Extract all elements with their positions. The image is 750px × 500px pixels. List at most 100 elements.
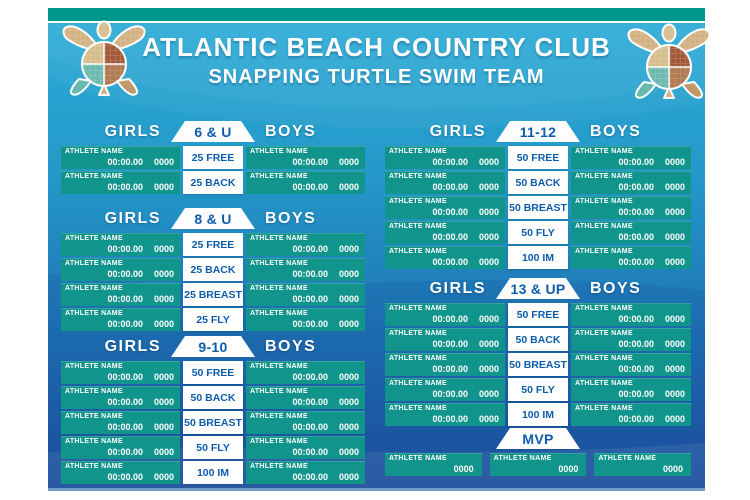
record-time: 00:00.00 bbox=[432, 157, 468, 167]
record-row: ATHLETE NAME 00:00.00 0000 25 FREE ATHLETE N… bbox=[61, 233, 365, 256]
record-year: 0000 bbox=[478, 339, 499, 349]
age-group-tab: 8 & U bbox=[171, 208, 255, 229]
boys-record-slot: ATHLETE NAME 00:00.00 0000 bbox=[571, 403, 691, 426]
record-year: 0000 bbox=[664, 157, 685, 167]
time-year: 00:00.00 0000 bbox=[292, 372, 359, 382]
record-time: 00:00.00 bbox=[292, 447, 328, 457]
age-group-tab: 11-12 bbox=[496, 121, 580, 142]
record-row: ATHLETE NAME 00:00.00 0000 50 BREAST ATHLETE… bbox=[385, 196, 691, 219]
record-row: ATHLETE NAME 00:00.00 0000 50 BACK ATHLETE N… bbox=[385, 171, 691, 194]
section-6-and-under: GIRLS 6 & U BOYS ATHLETE NAME 00:00.00 0000 25… bbox=[61, 121, 365, 194]
record-time: 00:00.00 bbox=[292, 319, 328, 329]
record-rows: ATHLETE NAME 00:00.00 0000 50 FREE ATHLETE N… bbox=[385, 146, 691, 269]
record-time: 00:00.00 bbox=[618, 339, 654, 349]
record-row: ATHLETE NAME 00:00.00 0000 25 FREE ATHLETE N… bbox=[61, 146, 365, 169]
boys-record-slot: ATHLETE NAME 00:00.00 0000 bbox=[571, 221, 691, 244]
athlete-name-label: ATHLETE NAME bbox=[250, 363, 308, 370]
boys-record-slot: ATHLETE NAME 00:00.00 0000 bbox=[246, 361, 365, 384]
athlete-name-label: ATHLETE NAME bbox=[65, 413, 123, 420]
event-label: 50 BREAST bbox=[183, 411, 243, 434]
record-time: 00:00.00 bbox=[107, 182, 143, 192]
time-year: 00:00.00 0000 bbox=[432, 389, 499, 399]
girls-record-slot: ATHLETE NAME 00:00.00 0000 bbox=[385, 328, 505, 351]
athlete-name-label: ATHLETE NAME bbox=[65, 363, 123, 370]
athlete-name-label: ATHLETE NAME bbox=[575, 380, 633, 387]
girls-record-slot: ATHLETE NAME 00:00.00 0000 bbox=[385, 171, 505, 194]
time-year: 00:00.00 0000 bbox=[107, 269, 174, 279]
record-time: 00:00.00 bbox=[618, 389, 654, 399]
athlete-name-label: ATHLETE NAME bbox=[575, 148, 633, 155]
event-label: 50 BREAST bbox=[508, 353, 568, 376]
girls-label: GIRLS bbox=[104, 210, 161, 227]
boys-record-slot: ATHLETE NAME 00:00.00 0000 bbox=[571, 378, 691, 401]
girls-record-slot: ATHLETE NAME 00:00.00 0000 bbox=[385, 303, 505, 326]
boys-record-slot: ATHLETE NAME 00:00.00 0000 bbox=[571, 171, 691, 194]
age-group-label: 8 & U bbox=[194, 210, 232, 227]
record-time: 00:00.00 bbox=[432, 257, 468, 267]
time-year: 00:00.00 0000 bbox=[107, 372, 174, 382]
athlete-name-label: ATHLETE NAME bbox=[65, 148, 123, 155]
athlete-name-label: ATHLETE NAME bbox=[389, 198, 447, 205]
record-row: ATHLETE NAME 00:00.00 0000 100 IM ATHLETE NA… bbox=[385, 246, 691, 269]
record-time: 00:00.00 bbox=[618, 157, 654, 167]
record-time: 00:00.00 bbox=[432, 364, 468, 374]
time-year: 00:00.00 0000 bbox=[292, 269, 359, 279]
record-year: 0000 bbox=[478, 314, 499, 324]
girls-record-slot: ATHLETE NAME 00:00.00 0000 bbox=[385, 246, 505, 269]
athlete-name-label: ATHLETE NAME bbox=[575, 355, 633, 362]
record-year: 0000 bbox=[664, 182, 685, 192]
record-time: 00:00.00 bbox=[432, 232, 468, 242]
athlete-name-label: ATHLETE NAME bbox=[250, 173, 308, 180]
event-label: 50 FREE bbox=[183, 361, 243, 384]
record-year: 0000 bbox=[478, 257, 499, 267]
girls-label: GIRLS bbox=[429, 280, 486, 297]
record-year: 0000 bbox=[153, 319, 174, 329]
athlete-name-label: ATHLETE NAME bbox=[65, 463, 123, 470]
record-row: ATHLETE NAME 00:00.00 0000 50 FREE ATHLETE N… bbox=[385, 303, 691, 326]
record-year: 0000 bbox=[338, 422, 359, 432]
record-year: 0000 bbox=[338, 157, 359, 167]
time-year: 00:00.00 0000 bbox=[618, 414, 685, 424]
record-row: ATHLETE NAME 00:00.00 0000 25 BREAST ATHLETE… bbox=[61, 283, 365, 306]
record-time: 00:00.00 bbox=[292, 397, 328, 407]
record-year: 0000 bbox=[478, 157, 499, 167]
record-time: 00:00.00 bbox=[107, 269, 143, 279]
athlete-name-label: ATHLETE NAME bbox=[575, 305, 633, 312]
record-time: 00:00.00 bbox=[618, 364, 654, 374]
record-year: 0000 bbox=[664, 414, 685, 424]
record-time: 00:00.00 bbox=[432, 182, 468, 192]
record-time: 00:00.00 bbox=[107, 319, 143, 329]
record-time: 00:00.00 bbox=[292, 472, 328, 482]
record-time: 00:00.00 bbox=[432, 389, 468, 399]
girls-label: GIRLS bbox=[104, 338, 161, 355]
record-rows: ATHLETE NAME 00:00.00 0000 25 FREE ATHLETE N… bbox=[61, 233, 365, 331]
boys-record-slot: ATHLETE NAME 00:00.00 0000 bbox=[246, 171, 365, 194]
athlete-name-label: ATHLETE NAME bbox=[389, 380, 447, 387]
time-year: 00:00.00 0000 bbox=[432, 314, 499, 324]
record-year: 0000 bbox=[153, 397, 174, 407]
record-board: ATLANTIC BEACH COUNTRY CLUB SNAPPING TUR… bbox=[48, 8, 711, 493]
record-time: 00:00.00 bbox=[292, 294, 328, 304]
time-year: 00:00.00 0000 bbox=[432, 339, 499, 349]
record-time: 00:00.00 bbox=[107, 397, 143, 407]
record-rows: ATHLETE NAME 00:00.00 0000 25 FREE ATHLETE N… bbox=[61, 146, 365, 194]
time-year: 00:00.00 0000 bbox=[618, 339, 685, 349]
section-mvp: MVP ATHLETE NAME 0000 ATHLETE NAME 0000 … bbox=[385, 428, 692, 476]
record-year: 0000 bbox=[664, 389, 685, 399]
time-year: 00:00.00 0000 bbox=[618, 314, 685, 324]
record-year: 0000 bbox=[664, 339, 685, 349]
event-label: 50 FLY bbox=[508, 378, 568, 401]
event-label: 50 BACK bbox=[508, 328, 568, 351]
record-time: 00:00.00 bbox=[292, 269, 328, 279]
athlete-name-label: ATHLETE NAME bbox=[65, 260, 123, 267]
time-year: 00:00.00 0000 bbox=[292, 244, 359, 254]
boys-record-slot: ATHLETE NAME 00:00.00 0000 bbox=[571, 246, 691, 269]
time-year: 00:00.00 0000 bbox=[107, 244, 174, 254]
athlete-name-label: ATHLETE NAME bbox=[250, 413, 308, 420]
athlete-name-label: ATHLETE NAME bbox=[389, 248, 447, 255]
athlete-name-label: ATHLETE NAME bbox=[389, 223, 447, 230]
athlete-name-label: ATHLETE NAME bbox=[389, 305, 447, 312]
athlete-name-label: ATHLETE NAME bbox=[493, 455, 552, 462]
event-label: 50 BREAST bbox=[508, 196, 568, 219]
